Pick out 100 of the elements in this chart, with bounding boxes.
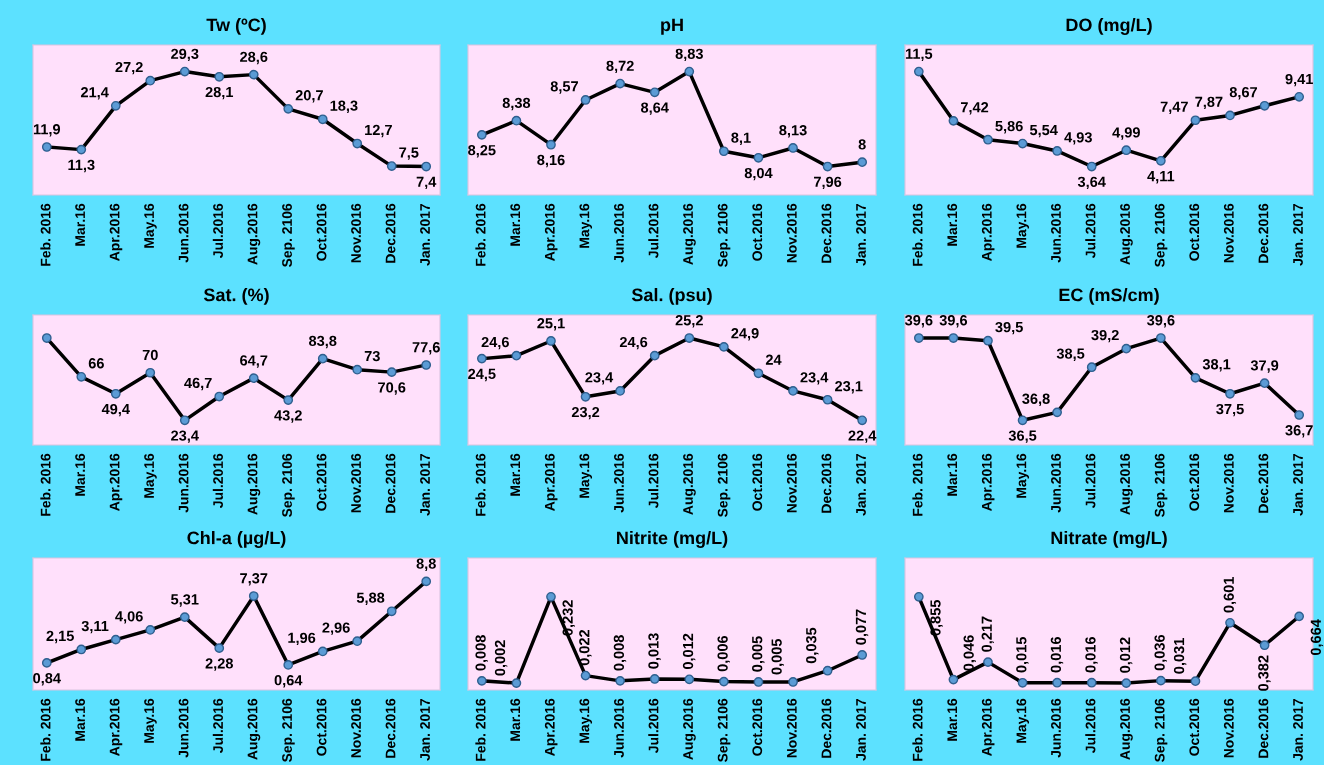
data-label: 29,3 [171,48,199,62]
data-label: 7,87 [1195,96,1223,110]
data-label: 0,013 [648,633,661,669]
x-tick-label: Sep. 2106 [1154,698,1168,763]
x-tick-label: Dec.2016 [1258,698,1269,758]
x-tick-label: May.16 [1016,203,1030,248]
data-label: 25,2 [675,315,703,328]
x-tick-label: Feb. 2016 [475,698,486,761]
data-label: 18,3 [330,100,358,113]
data-label: 38,5 [1056,348,1085,361]
data-label: 70,6 [378,382,406,395]
x-tick-label: Jun.2016 [614,698,624,758]
data-label: 23,4 [171,430,199,443]
x-tick-label: May.16 [579,453,593,498]
x-tick-label: Oct.2016 [1189,453,1200,511]
data-label: 3,64 [1077,176,1106,190]
x-tick-label: Oct.2016 [1189,203,1200,261]
data-label: 8,13 [779,125,807,138]
x-tick-label: Jul.2016 [648,453,659,508]
data-label: 0,382 [1258,655,1271,691]
data-label: 23,2 [571,406,600,420]
data-label: 5,86 [995,120,1023,134]
x-tick-label: Sep. 2106 [1154,203,1168,268]
x-tick-label: Apr.2016 [109,453,123,511]
x-tick-label: Aug.2016 [683,203,696,265]
x-tick-label: Jan. 2017 [1293,698,1303,761]
x-tick-label: May.16 [144,698,157,743]
x-tick-label: Dec.2016 [821,698,832,758]
x-tick-label: Mar.16 [510,453,521,496]
x-tick-label: Apr.2016 [544,453,558,511]
chart-title: pH [661,18,683,35]
x-tick-label: Oct.2016 [752,203,763,261]
data-label: 39,6 [1147,315,1175,328]
data-label: 5,31 [171,594,199,607]
x-tick-label: Mar.16 [510,698,521,741]
data-label: 1,96 [288,632,316,646]
x-tick-label: Jun.2016 [614,453,624,513]
data-label: 8 [858,139,866,150]
data-label: 39,5 [995,321,1023,335]
data-label: 24,6 [619,336,648,350]
chart-title: Chl-a (µg/L) [187,531,286,548]
data-label: 0,036 [1154,634,1167,671]
x-tick-label: Dec.2016 [821,453,832,513]
x-tick-label: Jan. 2017 [856,203,866,266]
chart-title: DO (mg/L) [1066,18,1152,35]
x-tick-label: Dec.2016 [385,698,396,758]
data-label: 39,2 [1091,329,1119,343]
x-tick-label: Sep. 2106 [282,453,295,518]
x-tick-label: Sep. 2106 [717,203,731,268]
x-tick-label: Feb. 2016 [912,698,923,761]
x-tick-label: Jul.2016 [648,698,659,753]
data-label: 37,9 [1250,360,1279,373]
data-label: 36,7 [1285,425,1313,438]
data-label: 5,54 [1029,124,1058,138]
x-tick-label: May.16 [579,203,593,248]
chart-title: Nitrate (mg/L) [1051,531,1167,548]
data-label: 0,006 [717,635,730,672]
data-label: 7,42 [960,102,989,115]
data-label: 77,6 [412,342,440,355]
data-label: 23,4 [800,372,829,385]
data-label: 0,601 [1223,577,1237,613]
x-tick-label: Aug.2016 [247,698,261,760]
data-label: 8,8 [416,558,436,571]
chart-title: Sal. (psu) [631,288,712,305]
data-label: 0,016 [1050,637,1064,673]
x-tick-label: Jan. 2017 [1293,203,1303,266]
chart-title: Sat. (%) [203,288,269,305]
data-label: 7,4 [416,176,437,190]
data-label: 3,11 [81,620,109,634]
x-tick-label: Jul.2016 [1085,698,1096,753]
data-label: 7,5 [399,147,419,160]
x-tick-label: Sep. 2106 [717,698,731,763]
data-label: 8,38 [502,97,531,111]
x-tick-label: Feb. 2016 [40,453,51,516]
data-label: 0,217 [981,616,995,652]
x-tick-label: Jun.2016 [178,453,189,513]
data-label: 8,67 [1229,87,1258,100]
x-tick-label: Feb. 2016 [912,453,923,516]
x-tick-label: May.16 [1016,453,1030,498]
x-tick-label: Jan. 2017 [420,453,430,516]
x-tick-label: Oct.2016 [752,453,763,511]
data-label: 38,1 [1202,359,1231,372]
data-label: 9,41 [1285,73,1313,87]
data-label: 11,9 [33,124,61,137]
data-label: 83,8 [309,335,337,349]
x-tick-label: Dec.2016 [385,453,396,513]
x-tick-label: Mar.16 [510,203,521,246]
x-tick-label: Apr.2016 [981,698,995,756]
x-tick-label: Nov.2016 [1223,203,1234,263]
data-label: 37,5 [1216,403,1244,417]
x-tick-label: Nov.2016 [786,203,797,263]
x-tick-label: Nov.2016 [786,698,797,758]
x-tick-label: Jul.2016 [212,203,223,258]
data-label: 5,88 [356,592,385,605]
x-tick-label: Jan. 2017 [1293,453,1303,516]
data-label: 8,57 [550,81,578,94]
x-tick-label: Jan. 2017 [856,453,866,516]
x-tick-label: Jan. 2017 [420,203,430,266]
data-label: 4,99 [1112,127,1140,140]
data-label: 8,1 [731,132,751,145]
